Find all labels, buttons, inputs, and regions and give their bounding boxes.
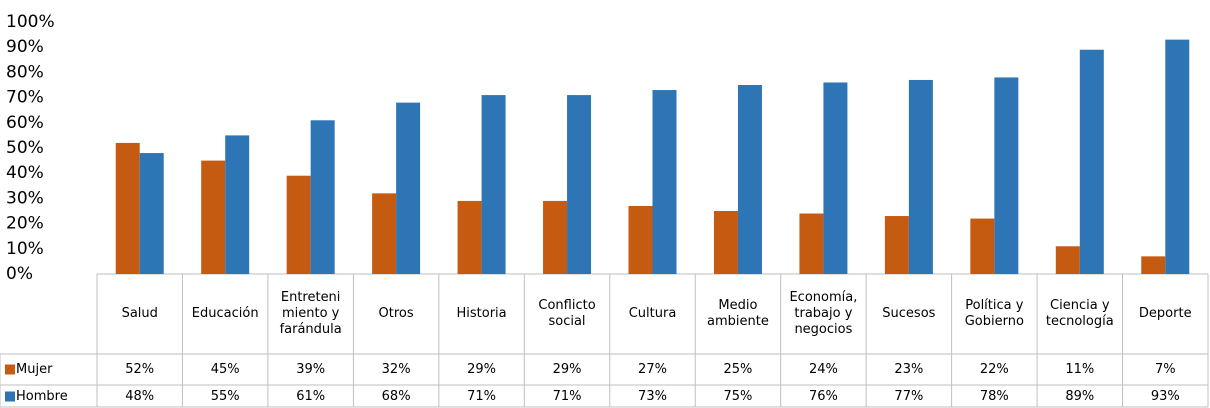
category-label: Política y Gobierno [964,298,1024,329]
bar [396,102,421,274]
bar [799,213,824,274]
y-tick-label: 40% [6,163,44,183]
bar [310,120,335,274]
bar [225,135,250,274]
category-label: Historia [456,306,507,321]
table-value: 76% [809,389,838,404]
y-tick-label: 90% [6,37,44,57]
table-value: 61% [296,389,325,404]
category-label: Conflicto social [538,298,596,329]
table-value: 27% [638,362,667,377]
table-value: 73% [638,389,667,404]
y-tick-label: 60% [6,113,44,133]
category-label: Salud [121,306,158,321]
y-tick-label: 10% [6,239,44,259]
bar [884,216,909,274]
legend-key [5,364,15,375]
table-value: 55% [211,389,240,404]
category-label: Cultura [628,306,677,321]
bar [457,200,482,274]
bar [908,79,933,275]
table-value: 71% [467,389,496,404]
bar [823,82,848,274]
y-tick-label: 50% [6,138,44,158]
table-value: 52% [125,362,154,377]
bar [543,200,568,274]
table-value: 29% [467,362,496,377]
bar [1141,256,1166,274]
category-label: Medio ambiente [707,298,769,329]
table-value: 32% [382,362,411,377]
bar [139,153,164,274]
bar [201,160,226,274]
table-value: 23% [894,362,923,377]
bar [994,77,1019,274]
bar [286,175,311,274]
legend-label: Hombre [16,389,68,404]
bar [628,205,653,274]
bar [737,85,762,274]
category-label: Ciencia y tecnología [1045,298,1114,329]
bar [372,193,397,274]
table-value: 89% [1065,389,1094,404]
category-label: Entreteni miento y farándula [279,290,342,337]
bar [481,95,506,274]
bar [1165,39,1190,274]
category-label: Economía, trabajo y negocios [789,290,858,337]
table-value: 24% [809,362,838,377]
y-tick-label: 0% [6,264,33,284]
table-value: 77% [894,389,923,404]
table-value: 48% [125,389,154,404]
bar [970,218,995,274]
legend-key [5,391,15,402]
category-label: Otros [378,306,414,321]
legend-label: Mujer [16,362,53,377]
bar [713,211,738,274]
table-value: 25% [724,362,753,377]
table-value: 45% [211,362,240,377]
table-value: 75% [724,389,753,404]
table-value: 29% [553,362,582,377]
bar [1055,246,1080,274]
bar [1079,49,1104,274]
bar [115,142,140,274]
y-tick-label: 30% [6,188,44,208]
category-label: Sucesos [882,306,936,321]
table-value: 68% [382,389,411,404]
y-tick-label: 80% [6,62,44,82]
table-value: 11% [1065,362,1094,377]
table-value: 93% [1151,389,1180,404]
bar [567,95,592,274]
table-value: 39% [296,362,325,377]
table-value: 78% [980,389,1009,404]
y-tick-label: 100% [6,12,55,32]
category-label: Deporte [1138,306,1192,321]
y-tick-label: 20% [6,214,44,234]
table-value: 7% [1155,362,1176,377]
bar [652,90,677,274]
category-label: Educación [191,306,259,321]
y-tick-label: 70% [6,88,44,108]
table-value: 22% [980,362,1009,377]
table-value: 71% [553,389,582,404]
